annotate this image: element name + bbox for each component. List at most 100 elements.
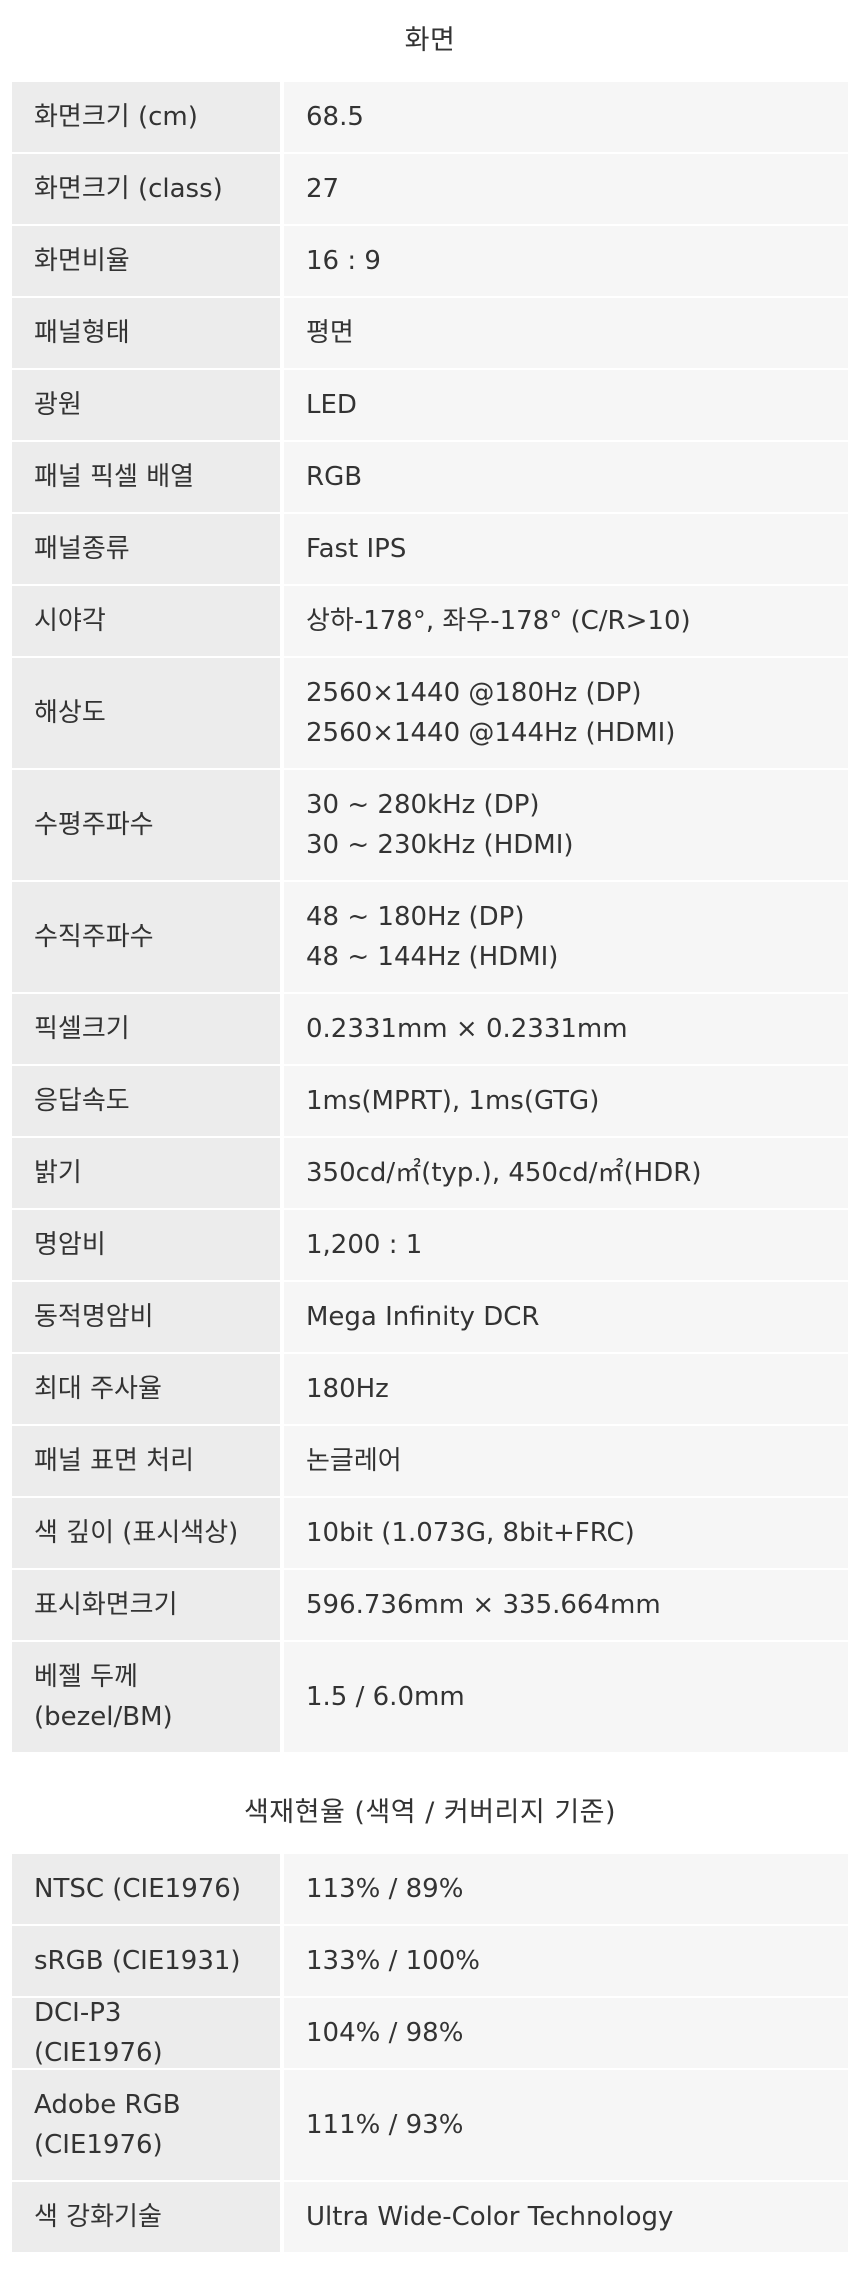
table-row: 해상도 2560×1440 @180Hz (DP) 2560×1440 @144… (12, 658, 848, 770)
row-label: 시야각 (12, 586, 284, 656)
value-text: 133% / 100% (306, 1946, 480, 1976)
row-value: 30 ~ 280kHz (DP) 30 ~ 230kHz (HDMI) (284, 770, 848, 880)
table-row: 화면비율 16 : 9 (12, 226, 848, 298)
value-text: 0.2331mm × 0.2331mm (306, 1014, 628, 1044)
row-label: 패널종류 (12, 514, 284, 584)
row-label-line1: 베젤 두께 (34, 1662, 138, 1692)
row-value: 0.2331mm × 0.2331mm (284, 994, 848, 1064)
table-row: 동적명암비 Mega Infinity DCR (12, 1282, 848, 1354)
row-value: 1.5 / 6.0mm (284, 1642, 848, 1752)
table-row: 색 깊이 (표시색상) 10bit (1.073G, 8bit+FRC) (12, 1498, 848, 1570)
row-label: sRGB (CIE1931) (12, 1926, 284, 1996)
row-value: 1ms(MPRT), 1ms(GTG) (284, 1066, 848, 1136)
table-row: 광원 LED (12, 370, 848, 442)
table-row: 화면크기 (class) 27 (12, 154, 848, 226)
value-text: 30 ~ 280kHz (DP) (306, 790, 540, 820)
row-label: 픽셀크기 (12, 994, 284, 1064)
value-text: Ultra Wide-Color Technology (306, 2202, 674, 2232)
table-row: Adobe RGB (CIE1976) 111% / 93% (12, 2070, 848, 2182)
row-label: 화면크기 (class) (12, 154, 284, 224)
row-value: 27 (284, 154, 848, 224)
row-label: 수평주파수 (12, 770, 284, 880)
value-text: 48 ~ 180Hz (DP) (306, 902, 525, 932)
row-label: 명암비 (12, 1210, 284, 1280)
row-label: 밝기 (12, 1138, 284, 1208)
color-gamut-table: NTSC (CIE1976) 113% / 89% sRGB (CIE1931)… (12, 1854, 848, 2254)
row-label: 응답속도 (12, 1066, 284, 1136)
row-value: 2560×1440 @180Hz (DP) 2560×1440 @144Hz (… (284, 658, 848, 768)
value-text: 16 : 9 (306, 246, 381, 276)
row-value: 48 ~ 180Hz (DP) 48 ~ 144Hz (HDMI) (284, 882, 848, 992)
row-label: 패널 픽셀 배열 (12, 442, 284, 512)
row-label-line1: Adobe RGB (34, 2090, 181, 2120)
row-value: 평면 (284, 298, 848, 368)
row-value: 상하-178°, 좌우-178° (C/R>10) (284, 586, 848, 656)
row-value: 104% / 98% (284, 1998, 848, 2068)
row-label: 동적명암비 (12, 1282, 284, 1352)
row-label: 해상도 (12, 658, 284, 768)
table-row: DCI-P3 (CIE1976) 104% / 98% (12, 1998, 848, 2070)
row-label: 베젤 두께 (bezel/BM) (12, 1642, 284, 1752)
row-label: 수직주파수 (12, 882, 284, 992)
display-spec-table: 화면크기 (cm) 68.5 화면크기 (class) 27 화면비율 16 :… (12, 82, 848, 1754)
value-text: 68.5 (306, 102, 364, 132)
value-text: 27 (306, 174, 340, 204)
row-label: Adobe RGB (CIE1976) (12, 2070, 284, 2180)
table-row: sRGB (CIE1931) 133% / 100% (12, 1926, 848, 1998)
row-label: 패널 표면 처리 (12, 1426, 284, 1496)
table-row: 패널 표면 처리 논글레어 (12, 1426, 848, 1498)
table-row: 패널 픽셀 배열 RGB (12, 442, 848, 514)
row-label: 최대 주사율 (12, 1354, 284, 1424)
value-text-line2: 2560×1440 @144Hz (HDMI) (306, 718, 676, 748)
row-value: 논글레어 (284, 1426, 848, 1496)
table-row: 패널종류 Fast IPS (12, 514, 848, 586)
table-row: 화면크기 (cm) 68.5 (12, 82, 848, 154)
value-text: 2560×1440 @180Hz (DP) (306, 678, 642, 708)
row-label: 화면비율 (12, 226, 284, 296)
value-text: 180Hz (306, 1374, 389, 1404)
row-label-line2: (bezel/BM) (34, 1702, 173, 1732)
value-text: RGB (306, 462, 363, 492)
row-value: 113% / 89% (284, 1854, 848, 1924)
row-value: 1,200 : 1 (284, 1210, 848, 1280)
value-text: 350cd/㎡(typ.), 450cd/㎡(HDR) (306, 1158, 702, 1188)
row-label: 화면크기 (cm) (12, 82, 284, 152)
row-value: 16 : 9 (284, 226, 848, 296)
value-text: 10bit (1.073G, 8bit+FRC) (306, 1518, 635, 1548)
row-value: 596.736mm × 335.664mm (284, 1570, 848, 1640)
value-text: 104% / 98% (306, 2018, 464, 2048)
section-title-display: 화면 (404, 25, 456, 56)
value-text: Fast IPS (306, 534, 407, 564)
table-row: 시야각 상하-178°, 좌우-178° (C/R>10) (12, 586, 848, 658)
row-value: 180Hz (284, 1354, 848, 1424)
value-text: 113% / 89% (306, 1874, 464, 1904)
value-text: 평면 (306, 318, 354, 348)
table-row: 표시화면크기 596.736mm × 335.664mm (12, 1570, 848, 1642)
value-text: 상하-178°, 좌우-178° (C/R>10) (306, 606, 691, 636)
row-label: 패널형태 (12, 298, 284, 368)
table-row: 최대 주사율 180Hz (12, 1354, 848, 1426)
value-text-line2: 30 ~ 230kHz (HDMI) (306, 830, 574, 860)
table-row: 픽셀크기 0.2331mm × 0.2331mm (12, 994, 848, 1066)
row-label: 광원 (12, 370, 284, 440)
row-value: 111% / 93% (284, 2070, 848, 2180)
value-text: 111% / 93% (306, 2110, 464, 2140)
row-label: DCI-P3 (CIE1976) (12, 1998, 284, 2068)
section-title-color-gamut: 색재현율 (색역 / 커버리지 기준) (243, 1797, 617, 1828)
table-row: 색 강화기술 Ultra Wide-Color Technology (12, 2182, 848, 2254)
row-label: 표시화면크기 (12, 1570, 284, 1640)
value-text: Mega Infinity DCR (306, 1302, 540, 1332)
row-value: 68.5 (284, 82, 848, 152)
table-row: NTSC (CIE1976) 113% / 89% (12, 1854, 848, 1926)
value-text-line2: 48 ~ 144Hz (HDMI) (306, 942, 559, 972)
row-value: 10bit (1.073G, 8bit+FRC) (284, 1498, 848, 1568)
table-row: 명암비 1,200 : 1 (12, 1210, 848, 1282)
value-text: 1.5 / 6.0mm (306, 1682, 465, 1712)
value-text: 논글레어 (306, 1446, 402, 1476)
value-text: LED (306, 390, 357, 420)
row-label: 색 강화기술 (12, 2182, 284, 2252)
row-label: 색 깊이 (표시색상) (12, 1498, 284, 1568)
value-text: 596.736mm × 335.664mm (306, 1590, 661, 1620)
table-row: 수평주파수 30 ~ 280kHz (DP) 30 ~ 230kHz (HDMI… (12, 770, 848, 882)
